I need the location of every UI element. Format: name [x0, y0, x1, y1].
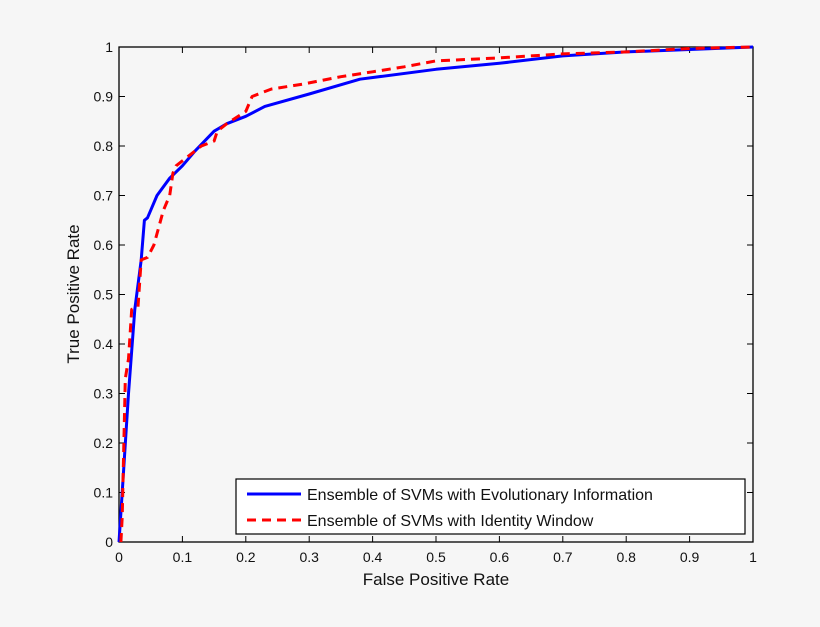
series-line-1: [119, 45, 754, 543]
y-tick-label: 0.7: [94, 188, 114, 204]
x-axis-label: False Positive Rate: [363, 570, 509, 589]
x-tick-label: 0: [115, 549, 123, 565]
x-tick-label: 0.3: [299, 549, 319, 565]
x-tick-label: 0.7: [553, 549, 573, 565]
legend-label-1: Ensemble of SVMs with Identity Window: [307, 513, 594, 530]
x-tick-label: 1: [749, 549, 757, 565]
legend-label-0: Ensemble of SVMs with Evolutionary Infor…: [307, 487, 653, 504]
y-tick-label: 0.9: [94, 89, 114, 105]
y-axis-label: True Positive Rate: [64, 224, 83, 363]
y-tick-label: 0.3: [94, 386, 114, 402]
x-tick-label: 0.8: [616, 549, 636, 565]
x-tick-label: 0.6: [490, 549, 510, 565]
x-tick-label: 0.4: [363, 549, 383, 565]
y-tick-label: 0.4: [94, 336, 114, 352]
y-tick-label: 0.1: [94, 485, 114, 501]
y-tick-label: 0.8: [94, 138, 114, 154]
y-tick-label: 0: [105, 534, 113, 550]
x-tick-label: 0.1: [173, 549, 193, 565]
x-tick-label: 0.2: [236, 549, 256, 565]
legend: Ensemble of SVMs with Evolutionary Infor…: [235, 478, 746, 535]
y-tick-label: 1: [105, 39, 113, 55]
y-tick-label: 0.5: [94, 287, 114, 303]
x-tick-label: 0.5: [426, 549, 446, 565]
y-tick-label: 0.2: [94, 435, 114, 451]
x-tick-label: 0.9: [680, 549, 700, 565]
plot-area: [118, 46, 754, 543]
y-tick-label: 0.6: [94, 237, 114, 253]
legend-box: [235, 478, 746, 535]
